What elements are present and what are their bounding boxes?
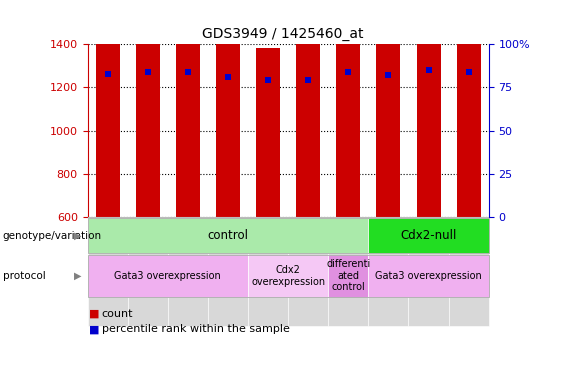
Bar	[336, 11, 360, 217]
Text: genotype/variation: genotype/variation	[3, 231, 102, 241]
Text: protocol: protocol	[3, 271, 46, 281]
Text: control: control	[207, 229, 249, 242]
Text: count: count	[102, 309, 133, 319]
Point	[184, 69, 193, 75]
Point	[344, 69, 353, 75]
Text: ▶: ▶	[75, 271, 82, 281]
Bar	[136, 0, 160, 217]
Bar	[176, 0, 200, 217]
Bar	[216, 1, 240, 217]
Text: ▶: ▶	[75, 231, 82, 241]
Text: Cdx2
overexpression: Cdx2 overexpression	[251, 265, 325, 286]
Bar	[457, 0, 481, 217]
Point	[264, 78, 273, 84]
Bar	[296, 44, 320, 217]
Bar	[376, 0, 401, 217]
Point	[384, 72, 393, 78]
Text: Gata3 overexpression: Gata3 overexpression	[115, 271, 221, 281]
Point	[304, 78, 313, 84]
Bar	[256, 48, 280, 217]
Point	[464, 69, 473, 75]
Text: percentile rank within the sample: percentile rank within the sample	[102, 324, 290, 334]
Point	[424, 67, 433, 73]
Point	[144, 69, 153, 75]
Point	[103, 70, 112, 76]
Bar	[95, 0, 120, 217]
Point	[224, 74, 233, 80]
Text: differenti
ated
control: differenti ated control	[326, 259, 371, 292]
Text: GDS3949 / 1425460_at: GDS3949 / 1425460_at	[202, 27, 363, 41]
Text: ■: ■	[89, 309, 99, 319]
Text: ■: ■	[89, 324, 99, 334]
Text: Gata3 overexpression: Gata3 overexpression	[375, 271, 482, 281]
Bar	[416, 0, 441, 217]
Text: Cdx2-null: Cdx2-null	[401, 229, 457, 242]
